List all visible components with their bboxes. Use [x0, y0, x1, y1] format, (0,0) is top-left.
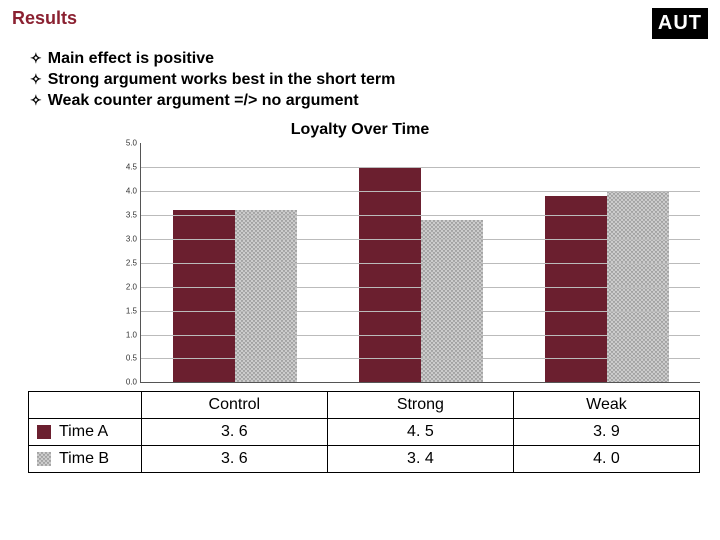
table-cell: [29, 392, 141, 418]
chart-gridline: [141, 239, 700, 240]
bullet-marker-icon: ✧: [30, 91, 42, 109]
table-cell: Time B: [29, 446, 141, 472]
legend-swatch: [37, 452, 51, 466]
chart-title: Loyalty Over Time: [0, 121, 720, 139]
chart-y-tick-label: 3.5: [111, 211, 137, 220]
bullet-text: Strong argument works best in the short …: [48, 70, 396, 91]
loyalty-chart: 0.00.51.01.52.02.53.03.54.04.55.0: [0, 143, 720, 383]
bullet-marker-icon: ✧: [30, 70, 42, 88]
chart-gridline: [141, 287, 700, 288]
chart-gridline: [141, 215, 700, 216]
table-row: Time B 3. 63. 44. 0: [29, 445, 699, 472]
legend-label: Time A: [59, 423, 108, 441]
bullet-text: Weak counter argument =/> no argument: [48, 91, 359, 112]
table-cell: Time A: [29, 419, 141, 445]
table-cell: 4. 0: [513, 446, 699, 472]
chart-y-tick-label: 4.0: [111, 187, 137, 196]
bullet-item: ✧ Main effect is positive: [30, 49, 700, 70]
chart-gridline: [141, 358, 700, 359]
chart-gridline: [141, 335, 700, 336]
table-cell: Strong: [327, 392, 513, 418]
bullet-text: Main effect is positive: [48, 49, 214, 70]
data-table: ControlStrongWeakTime A3. 64. 53. 9Time …: [28, 391, 700, 473]
table-cell: 3. 9: [513, 419, 699, 445]
table-cell: 4. 5: [327, 419, 513, 445]
table-row: Time A 3. 64. 53. 9: [29, 418, 699, 445]
aut-logo: AUT: [652, 8, 708, 39]
chart-y-tick-label: 2.5: [111, 258, 137, 267]
chart-y-tick-label: 4.5: [111, 163, 137, 172]
chart-y-tick-label: 0.5: [111, 354, 137, 363]
legend-label: Time B: [59, 450, 109, 468]
chart-bar: [359, 167, 421, 382]
chart-y-tick-label: 1.5: [111, 306, 137, 315]
chart-gridline: [141, 311, 700, 312]
chart-gridline: [141, 167, 700, 168]
table-row: ControlStrongWeak: [29, 392, 699, 418]
bullet-list: ✧ Main effect is positive ✧ Strong argum…: [0, 43, 720, 121]
table-cell: 3. 6: [141, 446, 327, 472]
chart-gridline: [141, 191, 700, 192]
chart-gridline: [141, 263, 700, 264]
chart-bar: [173, 210, 235, 382]
bullet-marker-icon: ✧: [30, 49, 42, 67]
chart-y-tick-label: 0.0: [111, 378, 137, 387]
table-cell: Control: [141, 392, 327, 418]
chart-y-tick-label: 3.0: [111, 234, 137, 243]
chart-y-tick-label: 2.0: [111, 282, 137, 291]
chart-y-tick-label: 1.0: [111, 330, 137, 339]
table-cell: 3. 4: [327, 446, 513, 472]
page-title: Results: [12, 8, 77, 29]
header: Results AUT: [0, 0, 720, 43]
table-cell: 3. 6: [141, 419, 327, 445]
bullet-item: ✧ Strong argument works best in the shor…: [30, 70, 700, 91]
table-cell: Weak: [513, 392, 699, 418]
chart-bar: [235, 210, 297, 382]
bullet-item: ✧ Weak counter argument =/> no argument: [30, 91, 700, 112]
chart-bar: [545, 196, 607, 382]
chart-plot-area: 0.00.51.01.52.02.53.03.54.04.55.0: [140, 143, 700, 383]
chart-y-tick-label: 5.0: [111, 139, 137, 148]
legend-swatch: [37, 425, 51, 439]
